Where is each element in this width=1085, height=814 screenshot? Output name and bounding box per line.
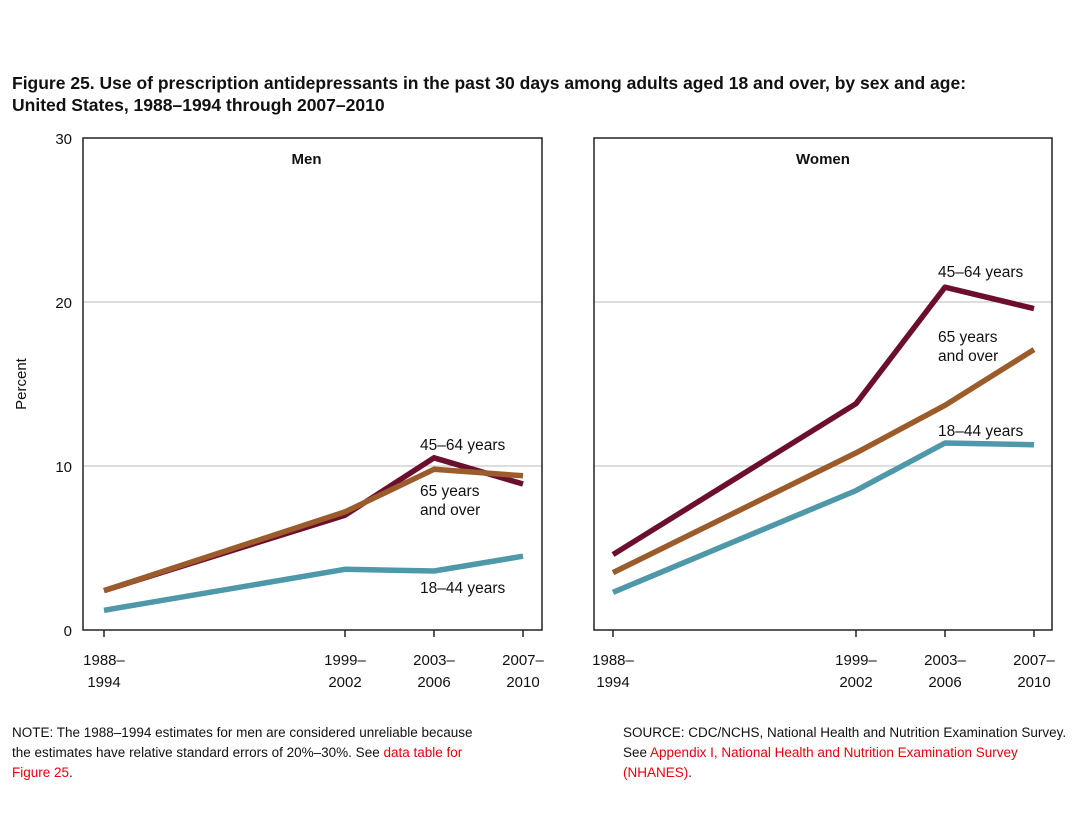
- series-label: and over: [420, 502, 480, 519]
- appendix-link[interactable]: Appendix I, National Health and Nutritio…: [623, 745, 1018, 780]
- series-line-women-0: [611, 284, 1035, 557]
- series-line-women-1: [611, 347, 1036, 576]
- panel-frame: [82, 137, 543, 631]
- panel-frame: [593, 137, 1053, 631]
- series-label: 18–44 years: [938, 423, 1024, 440]
- x-tick-label: 2006: [928, 674, 961, 691]
- x-tick-label: 1988–: [592, 652, 634, 669]
- series-line-men-2: [103, 553, 524, 614]
- note: NOTE: The 1988–1994 estimates for men ar…: [12, 723, 482, 783]
- x-tick-label: 2002: [328, 674, 361, 691]
- chart-title: Figure 25. Use of prescription antidepre…: [12, 72, 1072, 116]
- x-tick-label: 2003–: [924, 652, 966, 669]
- series-label: 45–64 years: [420, 437, 506, 454]
- source-text: SOURCE: CDC/NCHS, National Health and Nu…: [623, 725, 1067, 760]
- x-tick-label: 2006: [417, 674, 450, 691]
- title-line-1: Figure 25. Use of prescription antidepre…: [12, 73, 967, 93]
- y-axis-label: Percent: [13, 357, 30, 410]
- series-label: 18–44 years: [420, 580, 506, 597]
- x-tick-label: 1994: [596, 674, 629, 691]
- series-label: 65 years: [420, 483, 480, 500]
- x-tick-label: 2007–: [502, 652, 544, 669]
- x-tick-label: 2007–: [1013, 652, 1055, 669]
- data-table-link[interactable]: data table for Figure 25: [12, 745, 463, 780]
- series-label: and over: [938, 348, 998, 365]
- panel-title-men: Men: [292, 151, 322, 168]
- panel-title-women: Women: [796, 151, 850, 168]
- x-tick-label: 1999–: [835, 652, 877, 669]
- series-line-women-2: [611, 440, 1035, 595]
- y-tick-label: 20: [55, 295, 72, 312]
- y-tick-label: 0: [64, 623, 72, 640]
- x-tick-label: 2010: [506, 674, 539, 691]
- x-tick-label: 1999–: [324, 652, 366, 669]
- source-end: .: [688, 765, 693, 780]
- x-tick-label: 2003–: [413, 652, 455, 669]
- x-tick-label: 1988–: [83, 652, 125, 669]
- y-tick-label: 30: [55, 131, 72, 148]
- source: SOURCE: CDC/NCHS, National Health and Nu…: [623, 723, 1078, 783]
- series-label: 45–64 years: [938, 264, 1024, 281]
- x-tick-label: 1994: [87, 674, 120, 691]
- series-label: 65 years: [938, 329, 998, 346]
- x-tick-label: 2002: [839, 674, 872, 691]
- series-line-men-1: [103, 466, 524, 594]
- title-line-2: United States, 1988–1994 through 2007–20…: [12, 95, 385, 115]
- note-end: .: [69, 765, 73, 780]
- x-tick-label: 2010: [1017, 674, 1050, 691]
- note-text: NOTE: The 1988–1994 estimates for men ar…: [12, 725, 473, 760]
- y-tick-label: 10: [55, 459, 72, 476]
